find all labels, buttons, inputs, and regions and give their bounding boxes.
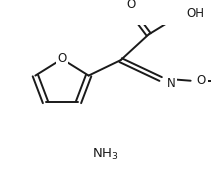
Text: OH: OH: [187, 7, 205, 20]
Text: O: O: [197, 74, 206, 87]
Text: N: N: [167, 77, 175, 90]
Text: O: O: [57, 52, 67, 66]
Text: O: O: [126, 0, 135, 11]
Text: NH$_3$: NH$_3$: [92, 147, 118, 162]
